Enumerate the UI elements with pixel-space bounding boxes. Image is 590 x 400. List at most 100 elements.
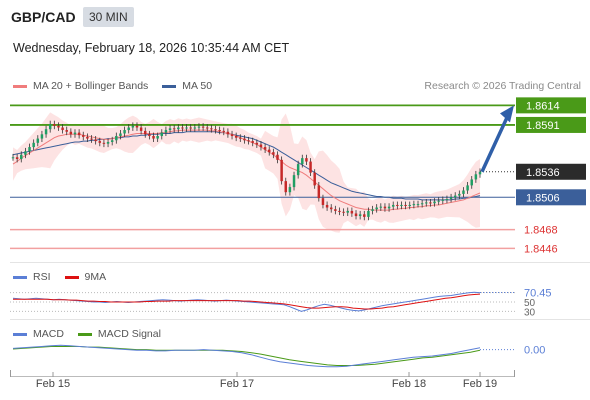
- candle-body: [296, 164, 300, 176]
- candle-body: [119, 133, 122, 137]
- candle-body: [28, 147, 31, 152]
- candle-body: [342, 211, 345, 213]
- candle-body: [48, 124, 52, 130]
- candle-body: [425, 202, 428, 204]
- candle-body: [309, 161, 312, 173]
- target-arrow-head-icon: [500, 105, 514, 123]
- candle-body: [65, 130, 68, 132]
- candle-body: [284, 181, 288, 193]
- legend-macd: MACD MACD Signal: [13, 328, 161, 340]
- candle-body: [387, 206, 391, 209]
- candle-body: [391, 204, 395, 207]
- candle-body: [201, 126, 205, 128]
- candle-body: [152, 136, 155, 139]
- level-label-2: 1.8591: [526, 120, 560, 132]
- macd-swatch-icon: [13, 332, 27, 336]
- rsi-last-label: 70.45: [524, 287, 552, 299]
- x-tick-label: Feb 17: [220, 378, 254, 390]
- candle-body: [251, 141, 254, 143]
- candle-body: [32, 142, 35, 148]
- candle-body: [437, 200, 440, 202]
- legend-main: MA 20 + Bollinger Bands MA 50: [13, 80, 212, 92]
- legend-rsi: RSI 9MA: [13, 271, 106, 283]
- candle-body: [110, 140, 114, 142]
- macd-last-label: 0.00: [524, 345, 545, 357]
- timeframe-badge[interactable]: 30 MIN: [83, 7, 134, 27]
- candle-body: [317, 185, 321, 199]
- level-tag-3: [516, 189, 586, 206]
- candle-body: [255, 142, 259, 145]
- candle-body: [230, 134, 234, 137]
- level-label-4: 1.8468: [524, 225, 558, 237]
- candle-body: [40, 134, 44, 139]
- candle-body: [189, 127, 192, 129]
- candle-body: [416, 204, 420, 206]
- rsi-tick-30: 30: [524, 307, 536, 318]
- legend-ma20-label: MA 20 + Bollinger Bands: [33, 80, 149, 92]
- candle-body: [144, 130, 147, 135]
- candle-body: [127, 127, 130, 131]
- candle-body: [466, 185, 469, 191]
- candle-body: [449, 197, 453, 200]
- candle-body: [139, 127, 143, 131]
- macd-signal-swatch-icon: [77, 332, 92, 336]
- candle-body: [408, 204, 411, 206]
- rsi-ma-line: [13, 293, 481, 310]
- candle-body: [90, 138, 93, 140]
- candle-body: [222, 130, 226, 132]
- candle-body: [346, 210, 349, 213]
- candle-body: [156, 136, 159, 139]
- candle-body: [115, 136, 118, 141]
- candle-body: [334, 209, 337, 211]
- candle-body: [396, 204, 399, 206]
- candle-body: [185, 127, 188, 129]
- legend-rsi-label: RSI: [33, 271, 51, 283]
- candle-body: [338, 210, 341, 212]
- candle-body: [404, 204, 407, 206]
- level-label-1: 1.8614: [526, 100, 560, 112]
- candle-body: [420, 203, 424, 205]
- candle-body: [474, 174, 478, 180]
- legend-macd-label: MACD: [33, 328, 64, 340]
- candle-body: [86, 136, 89, 139]
- legend-macd-signal-label: MACD Signal: [97, 328, 161, 340]
- candle-body: [470, 179, 473, 186]
- candle-body: [441, 199, 445, 201]
- candle-body: [272, 152, 275, 155]
- candle-body: [94, 139, 97, 142]
- target-arrow-shaft: [480, 114, 510, 173]
- macd-signal-line: [12, 346, 481, 366]
- candle-body: [214, 129, 217, 131]
- ma20-swatch-icon: [13, 84, 27, 88]
- candle-body: [280, 159, 283, 182]
- candle-body: [383, 206, 387, 209]
- candle-body: [243, 138, 246, 141]
- candle-body: [367, 210, 370, 217]
- candle-body: [218, 130, 221, 132]
- candle-body: [131, 125, 135, 128]
- candle-body: [325, 204, 329, 208]
- candle-body: [239, 137, 242, 139]
- chart-header: GBP/CAD 30 MIN Wednesday, February 18, 2…: [0, 0, 590, 70]
- candle-body: [148, 134, 151, 137]
- candle-body: [98, 141, 102, 143]
- candle-body: [358, 214, 362, 217]
- x-tick-label: Feb 15: [36, 378, 70, 390]
- candle-body: [193, 127, 197, 129]
- candle-body: [24, 151, 27, 155]
- candle-body: [135, 125, 139, 128]
- candle-body: [15, 157, 19, 159]
- bollinger-band-area: [13, 112, 480, 233]
- candle-body: [73, 132, 77, 135]
- candle-body: [61, 127, 64, 131]
- macd-line: [12, 344, 481, 368]
- candle-body: [226, 131, 230, 135]
- candle-body: [354, 213, 358, 217]
- ma20-line: [12, 129, 481, 211]
- candle-body: [429, 202, 432, 204]
- candle-body: [53, 124, 56, 126]
- candle-body: [205, 127, 209, 129]
- candle-body: [321, 198, 325, 205]
- candle-body: [106, 141, 110, 144]
